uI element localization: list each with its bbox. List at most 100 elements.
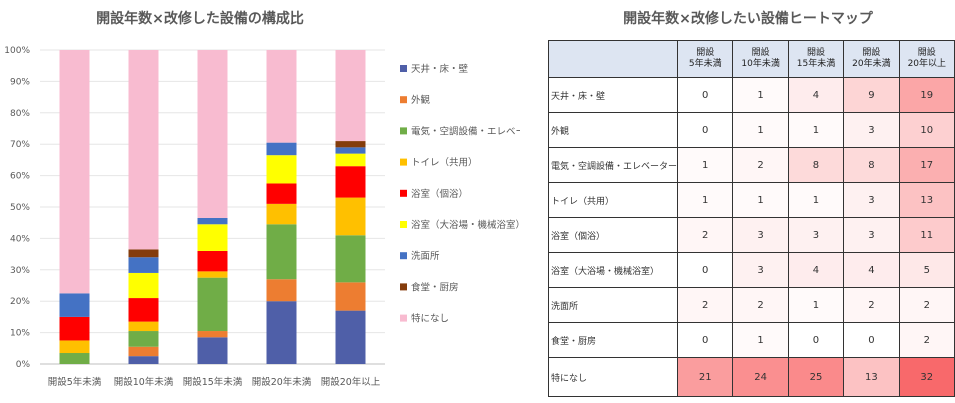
bar-segment: [266, 50, 297, 143]
y-tick-label: 0%: [16, 360, 31, 370]
bar-segment: [266, 142, 297, 156]
x-tick-label: 開設10年未満: [114, 376, 174, 388]
y-tick-label: 40%: [10, 234, 30, 244]
bar-segment: [128, 356, 159, 364]
heatmap-cell: 4: [787, 77, 845, 113]
bar-segment: [266, 301, 297, 364]
heatmap-row: 特になし 21 24 25 13 32: [547, 357, 955, 397]
heatmap-cell: 2: [677, 217, 734, 253]
heatmap-cell: 3: [843, 182, 900, 218]
heatmap-cell: 1: [732, 182, 789, 218]
stacked-bar-chart: 開設年数×改修した設備の構成比 0% 10% 20% 30% 40% 50% 60% 70% 8…: [4, 11, 520, 388]
bar-segment: [266, 279, 297, 302]
legend-label: 電気・空調設備・エレベーター: [411, 125, 520, 137]
x-tick-label: 開設20年以上: [321, 376, 381, 388]
legend-swatch: [400, 65, 407, 72]
heatmap-row-label: 浴室（大浴場・機械浴室）: [547, 252, 679, 288]
heatmap-header-row: 開設 5年未満 開設 10年未満 開設 15年未満 開設 20年未満 開設 20年以上: [547, 40, 955, 78]
heatmap-cell: 13: [898, 182, 955, 218]
heatmap-cell: 2: [898, 287, 955, 323]
bar-segment: [197, 250, 228, 272]
heatmap-cell: 2: [898, 322, 955, 358]
legend-swatch: [400, 96, 407, 104]
bar-segment: [266, 203, 297, 225]
bar-segment: [266, 155, 297, 184]
heatmap-cell: 0: [677, 112, 734, 148]
bar-segment: [128, 346, 159, 357]
legend-label: 天井・床・壁: [411, 63, 469, 75]
heatmap-row-label: 電気・空調設備・エレベーター: [547, 147, 679, 183]
heatmap-cell: 1: [732, 322, 789, 358]
heatmap-row: 電気・空調設備・エレベーター 1 2 8 8 17: [547, 147, 955, 183]
bar-segment: [128, 249, 159, 258]
heatmap-title: 開設年数×改修したい設備ヒートマップ: [623, 11, 873, 27]
legend-label: 浴室（個浴）: [411, 188, 468, 200]
heatmap-cell: 1: [787, 182, 845, 218]
heatmap-row-label: 外観: [547, 112, 679, 148]
heatmap-column-header: 開設 20年以上: [898, 40, 955, 78]
heatmap-cell: 1: [787, 112, 845, 148]
bar-segment: [335, 153, 366, 167]
y-tick-label: 80%: [10, 109, 30, 119]
heatmap-cell: 2: [732, 147, 789, 183]
heatmap-cell: 3: [843, 217, 900, 253]
heatmap-cell: 1: [677, 182, 734, 218]
heatmap-row-label: 洗面所: [547, 287, 679, 323]
legend-swatch: [400, 314, 407, 322]
heatmap-cell: 3: [732, 252, 789, 288]
bar-segment: [197, 224, 228, 251]
legend-label: 特になし: [411, 313, 449, 325]
heatmap-cell: 8: [787, 147, 845, 183]
y-tick-label: 10%: [10, 329, 30, 339]
heatmap-row: 洗面所 2 2 1 2 2: [547, 287, 955, 323]
heatmap-cell: 2: [677, 287, 734, 323]
heatmap-cell: 3: [732, 217, 789, 253]
bar-segment: [335, 197, 366, 236]
y-tick-label: 90%: [10, 77, 30, 87]
heatmap-cell: 3: [843, 112, 900, 148]
y-tick-label: 20%: [10, 297, 30, 307]
y-tick-label: 60%: [10, 172, 30, 182]
heatmap-cell: 24: [732, 357, 789, 397]
legend-label: トイレ（共用）: [411, 157, 478, 169]
bar-segment: [128, 50, 159, 250]
legend-label: 外観: [411, 94, 431, 106]
heatmap-cell: 17: [898, 147, 955, 183]
stacked-bar-svg: 0%10%20%30%40%50%60%70%80%90%100%開設5年未満開…: [4, 46, 520, 388]
bar-segment: [197, 217, 228, 225]
bar-segment: [197, 271, 228, 278]
heatmap-cell: 9: [843, 77, 900, 113]
bar-segment: [128, 321, 159, 332]
bar-segment: [59, 353, 90, 364]
heatmap-cell: 4: [787, 252, 845, 288]
heatmap-cell: 4: [843, 252, 900, 288]
left-chart-title: 開設年数×改修した設備の構成比: [96, 11, 304, 27]
legend-swatch: [400, 252, 407, 260]
bar-segment: [335, 141, 366, 148]
heatmap-row: 天井・床・壁 0 1 4 9 19: [547, 77, 955, 113]
bar-segment: [128, 272, 159, 299]
heatmap-cell: 0: [677, 322, 734, 358]
y-tick-label: 100%: [4, 46, 30, 56]
heatmap-column-header: 開設 15年未満: [787, 40, 845, 78]
heatmap-cell: 1: [732, 112, 789, 148]
bar-segment: [59, 316, 90, 341]
bar-segment: [335, 166, 366, 198]
x-tick-label: 開設5年未満: [48, 376, 102, 388]
heatmap-row: 外観 0 1 1 3 10: [547, 112, 955, 148]
legend-swatch: [400, 283, 407, 291]
heatmap-row-label: 浴室（個浴）: [547, 217, 679, 253]
heatmap-corner: [547, 40, 679, 78]
heatmap-cell: 11: [898, 217, 955, 253]
bar-segment: [128, 257, 159, 273]
bar-segment: [335, 310, 366, 364]
bar-segment: [335, 282, 366, 311]
heatmap-cell: 2: [843, 287, 900, 323]
heatmap-cell: 19: [898, 77, 955, 113]
bar-segment: [197, 277, 228, 332]
bar-segment: [266, 224, 297, 280]
heatmap-table: 開設 5年未満 開設 10年未満 開設 15年未満 開設 20年未満 開設 20年以上 天井・床・壁…: [547, 40, 955, 397]
heatmap-cell: 25: [787, 357, 845, 397]
y-tick-label: 50%: [10, 203, 30, 213]
legend-swatch: [400, 221, 407, 228]
